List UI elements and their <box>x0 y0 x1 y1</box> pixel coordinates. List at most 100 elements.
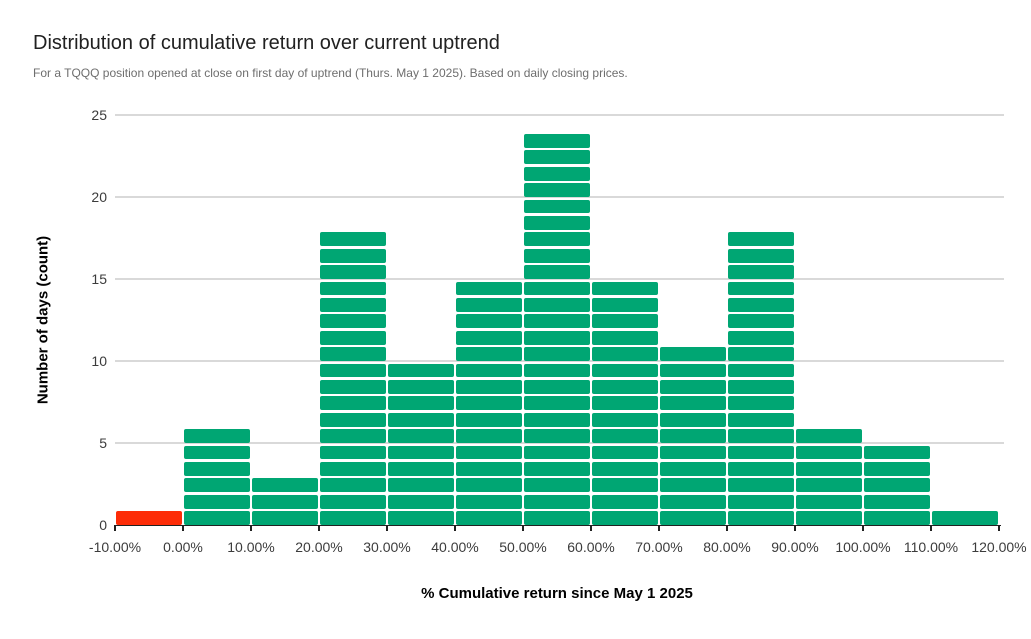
bar-segment <box>320 380 386 394</box>
axis-tick <box>726 525 728 531</box>
bar-segment <box>388 396 454 411</box>
bar-segment <box>864 494 930 509</box>
bar-segment <box>660 412 726 427</box>
bar-segment <box>524 134 590 148</box>
bar-segment <box>456 330 522 345</box>
histogram-bar <box>320 115 386 525</box>
bar-segment <box>592 412 658 427</box>
histogram-bar <box>932 115 998 525</box>
axis-tick <box>930 525 932 531</box>
histogram-bar <box>660 115 726 525</box>
bar-segment <box>184 445 250 460</box>
bar-segment <box>864 478 930 493</box>
axis-tick <box>318 525 320 531</box>
bar-segment <box>728 396 794 411</box>
bar-segment <box>728 232 794 247</box>
bar-segment <box>660 429 726 443</box>
bar-segment <box>660 445 726 460</box>
bar-segment <box>728 330 794 345</box>
y-tick-label: 10 <box>91 353 107 369</box>
bar-segment <box>592 478 658 493</box>
bar-segment <box>524 429 590 443</box>
plot-area <box>115 114 1004 525</box>
bar-segment <box>524 380 590 394</box>
bar-segment <box>592 281 658 296</box>
bar-segment <box>728 281 794 296</box>
bar-segment <box>116 511 182 525</box>
bar-segment <box>388 429 454 443</box>
bar-segment <box>456 412 522 427</box>
bar-segment <box>388 380 454 394</box>
bar-segment <box>184 478 250 493</box>
bar-segment <box>252 478 318 493</box>
bar-segment <box>388 511 454 525</box>
bar-segment <box>456 511 522 525</box>
axis-tick <box>862 525 864 531</box>
bar-segment <box>320 429 386 443</box>
bar-segment <box>524 281 590 296</box>
bar-segment <box>728 298 794 312</box>
axis-tick <box>658 525 660 531</box>
bar-segment <box>660 363 726 378</box>
bar-segment <box>524 298 590 312</box>
bar-segment <box>728 314 794 329</box>
bar-segment <box>796 429 862 443</box>
bar-segment <box>796 445 862 460</box>
bar-segment <box>388 412 454 427</box>
histogram-bar <box>524 115 590 525</box>
bar-segment <box>456 429 522 443</box>
axis-tick <box>998 525 1000 531</box>
x-axis-title: % Cumulative return since May 1 2025 <box>421 585 693 602</box>
bar-segment <box>660 511 726 525</box>
x-tick-label: 30.00% <box>363 539 411 555</box>
bar-segment <box>320 248 386 263</box>
bar-segment <box>864 445 930 460</box>
x-tick-label: -10.00% <box>88 539 142 555</box>
bar-segment <box>388 478 454 493</box>
bar-segment <box>524 183 590 197</box>
bar-segment <box>660 478 726 493</box>
x-tick-label: 120.00% <box>971 539 1027 555</box>
bar-segment <box>728 347 794 361</box>
bar-segment <box>456 298 522 312</box>
bar-segment <box>184 429 250 443</box>
x-tick-label: 110.00% <box>903 539 959 555</box>
bar-segment <box>728 462 794 476</box>
bar-segment <box>728 478 794 493</box>
bar-segment <box>524 265 590 279</box>
bar-segment <box>524 199 590 214</box>
bar-segment <box>728 429 794 443</box>
bar-segment <box>524 511 590 525</box>
axis-tick <box>522 525 524 531</box>
bar-segment <box>524 494 590 509</box>
x-tick-label: 40.00% <box>431 539 479 555</box>
bar-segment <box>592 347 658 361</box>
bar-segment <box>592 298 658 312</box>
y-tick-label: 0 <box>99 517 107 533</box>
bar-segment <box>524 150 590 165</box>
bar-segment <box>320 412 386 427</box>
bar-segment <box>320 462 386 476</box>
histogram-bar <box>184 115 250 525</box>
bar-segment <box>320 445 386 460</box>
chart-subtitle: For a TQQQ position opened at close on f… <box>33 66 628 80</box>
bar-segment <box>252 511 318 525</box>
bar-segment <box>184 511 250 525</box>
bar-segment <box>388 494 454 509</box>
x-tick-label: 0.00% <box>163 539 203 555</box>
y-tick-label: 25 <box>91 107 107 123</box>
x-tick-label: 20.00% <box>295 539 343 555</box>
histogram-bar <box>116 115 182 525</box>
bar-segment <box>320 298 386 312</box>
bar-segment <box>456 396 522 411</box>
axis-tick <box>794 525 796 531</box>
bar-segment <box>796 462 862 476</box>
histogram-bar <box>456 115 522 525</box>
bar-segment <box>456 347 522 361</box>
bar-segment <box>456 445 522 460</box>
x-tick-label: 10.00% <box>227 539 275 555</box>
bar-segment <box>728 511 794 525</box>
bar-segment <box>864 511 930 525</box>
bar-segment <box>592 314 658 329</box>
bar-segment <box>184 494 250 509</box>
